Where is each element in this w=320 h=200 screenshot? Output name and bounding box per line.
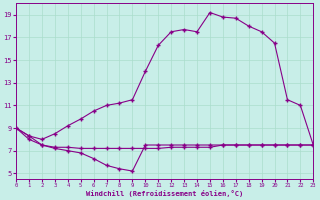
X-axis label: Windchill (Refroidissement éolien,°C): Windchill (Refroidissement éolien,°C): [86, 190, 243, 197]
